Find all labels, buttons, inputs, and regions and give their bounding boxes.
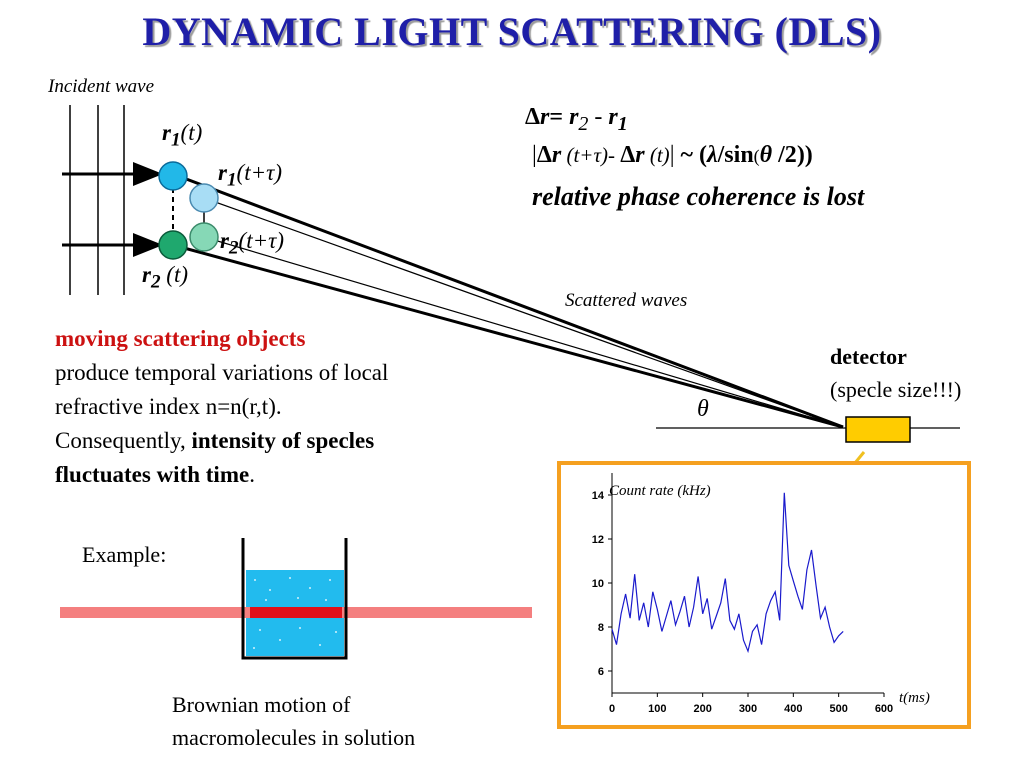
body-line-3: Consequently, intensity of specles <box>55 428 375 453</box>
body-heading: moving scattering objects <box>55 326 306 351</box>
scattered-ray <box>172 172 844 429</box>
x-tick-label: 0 <box>609 703 615 715</box>
equation-delta-r: Δr= r2 - r1 <box>525 104 628 135</box>
explanation-text: moving scattering objects produce tempor… <box>55 322 495 492</box>
y-tick-label: 12 <box>592 534 604 546</box>
x-tick-label: 200 <box>693 703 711 715</box>
body-line-1: produce temporal variations of local <box>55 360 389 385</box>
detector-label: detector (specle size!!!) <box>830 340 961 406</box>
particle-r1-t <box>158 161 188 191</box>
chart-title: Count rate (kHz) <box>609 483 711 499</box>
slide-title: DYNAMIC LIGHT SCATTERING (DLS) <box>142 9 882 54</box>
body-line-4: fluctuates with time. <box>55 462 255 487</box>
chart-frame <box>557 461 971 729</box>
scattered-ray <box>172 243 844 429</box>
x-tick-label: 600 <box>875 703 893 715</box>
phase-coherence-statement: relative phase coherence is lost <box>532 182 865 211</box>
solution-dots <box>253 577 337 649</box>
detector-title: detector <box>830 344 907 369</box>
y-tick-label: 8 <box>598 622 604 634</box>
incident-wave-label: Incident wave <box>48 76 155 97</box>
label-r1-t: r1(t) <box>162 120 203 151</box>
theta-label: θ <box>697 396 709 422</box>
scattered-ray <box>203 236 844 428</box>
count-rate-chart: 0 100 200 300 400 500 600 6 8 10 12 14 Count rate (k… <box>592 473 930 715</box>
body-line-2: refractive index n=n(r,t). <box>55 394 282 419</box>
particle-r2-t-tau <box>189 222 219 252</box>
detector-note: (specle size!!!) <box>830 377 962 402</box>
count-rate-series-line <box>611 492 844 654</box>
laser-beam-in-solution <box>250 607 342 618</box>
scattered-ray <box>203 197 844 428</box>
y-tick-label: 6 <box>598 666 604 678</box>
particle-r1-t-tau <box>189 183 219 213</box>
example-label: Example: <box>82 542 167 567</box>
x-tick-label: 300 <box>739 703 757 715</box>
x-tick-label: 500 <box>829 703 847 715</box>
particle-r2-t <box>158 230 188 260</box>
detector-box <box>845 416 911 443</box>
y-tick-label: 10 <box>592 578 604 590</box>
label-r2-t: r2 (t) <box>142 262 188 293</box>
equation-phase: |Δr (t+τ)- Δr (t)| ~ (λ/sin(θ /2)) <box>532 142 813 168</box>
brownian-caption: Brownian motion of macromolecules in sol… <box>172 692 416 750</box>
x-tick-label: 100 <box>648 703 666 715</box>
beaker <box>241 538 348 660</box>
x-axis-label: t(ms) <box>899 690 930 706</box>
label-r2-t-tau: r2(t+τ) <box>220 228 284 259</box>
label-r1-t-tau: r1(t+τ) <box>218 160 282 191</box>
x-tick-label: 400 <box>784 703 802 715</box>
y-tick-label: 14 <box>592 490 605 502</box>
scattered-waves-label: Scattered waves <box>565 290 688 311</box>
